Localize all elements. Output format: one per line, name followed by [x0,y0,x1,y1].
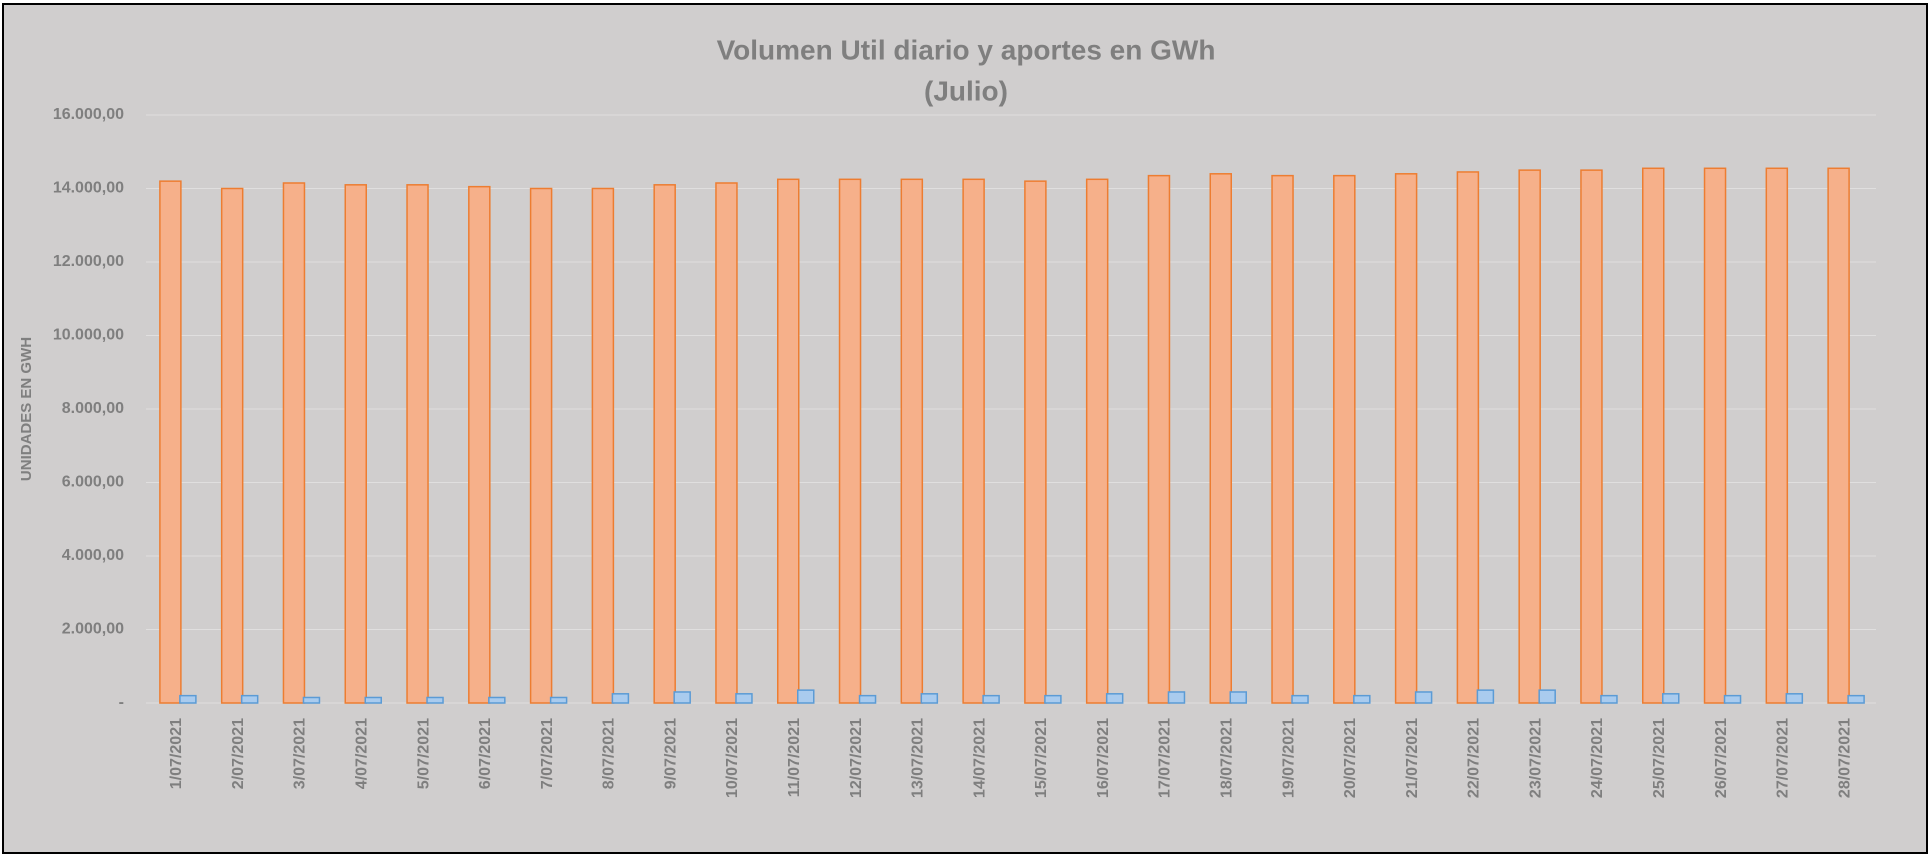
y-tick-label: 2.000,00 [62,621,124,638]
bar [735,693,753,704]
bar [1333,174,1356,704]
bar [1476,689,1495,704]
x-tick-label: 23/07/2021 [1527,718,1544,798]
bar [529,187,553,704]
x-tick-label: 2/07/2021 [230,718,247,789]
bar [1703,167,1727,704]
bar [1353,694,1371,704]
x-tick-label: 24/07/2021 [1589,718,1606,798]
bar [1600,694,1618,704]
x-tick-label: 22/07/2021 [1466,718,1483,798]
bar [406,184,429,704]
y-tick-label: 4.000,00 [62,547,124,564]
x-tick-label: 28/07/2021 [1836,718,1853,798]
x-tick-label: 8/07/2021 [601,718,618,789]
bar [1044,694,1062,704]
x-tick-label: 4/07/2021 [353,718,370,789]
x-tick-label: 25/07/2021 [1651,718,1668,798]
x-tick-label: 26/07/2021 [1713,718,1730,798]
x-tick-label: 12/07/2021 [848,718,865,798]
x-tick-label: 27/07/2021 [1775,718,1792,798]
bar [302,696,321,704]
bar [1580,169,1603,704]
bar [982,694,1000,704]
x-tick-label: 15/07/2021 [1033,718,1050,798]
bar [1105,693,1124,704]
x-tick-label: 20/07/2021 [1342,718,1359,798]
bar [364,696,382,704]
x-tick-label: 16/07/2021 [1095,718,1112,798]
x-tick-label: 1/07/2021 [168,718,185,789]
bar [240,694,259,704]
y-tick-label: 6.000,00 [62,474,124,491]
x-tick-label: 5/07/2021 [415,718,432,789]
bar [777,178,800,704]
bar [179,694,197,704]
bar [715,182,738,704]
bar [1538,689,1556,704]
x-tick-label: 14/07/2021 [971,718,988,798]
x-tick-label: 9/07/2021 [662,718,679,789]
bar [1271,174,1294,704]
x-tick-label: 11/07/2021 [786,718,803,797]
x-tick-label: 19/07/2021 [1280,718,1297,798]
y-tick-label: 8.000,00 [62,400,124,417]
bar [1723,694,1742,704]
bar [1518,169,1541,704]
bar [159,180,182,704]
x-tick-label: 21/07/2021 [1404,718,1421,798]
bar [549,696,568,704]
bar [1785,693,1804,704]
x-tick-label: 13/07/2021 [910,718,927,798]
bar [1167,691,1186,704]
bar [1662,693,1680,704]
bar [1456,171,1480,704]
bar [858,694,877,704]
y-tick-label: 10.000,00 [53,327,124,344]
bar [920,693,939,704]
bar [653,184,676,704]
bar [1229,691,1247,704]
bar [900,178,924,704]
bar [797,689,815,704]
bar [1024,180,1047,704]
bar [1827,167,1850,704]
chart-subtitle: (Julio) [924,75,1008,106]
x-tick-label: 18/07/2021 [1218,718,1235,798]
bar [1209,173,1232,704]
x-tick-label: 17/07/2021 [1157,718,1174,798]
bar [591,187,615,704]
y-axis-label: UNIDADES EN GWH [18,337,35,481]
y-tick-label: 14.000,00 [53,180,124,197]
y-tick-label: - [119,694,124,711]
bar [1414,691,1433,704]
y-tick-label: 16.000,00 [53,106,124,123]
bar [1085,178,1109,704]
bar [1147,174,1171,704]
bar [344,184,367,704]
x-tick-label: 6/07/2021 [477,718,494,789]
bar [1394,173,1418,704]
bar [1847,694,1865,704]
x-tick-label: 7/07/2021 [539,718,556,789]
bar [673,691,691,704]
bar [426,696,444,704]
x-tick-label: 3/07/2021 [292,718,309,789]
bar [1765,167,1789,704]
chart-title: Volumen Util diario y aportes en GWh [717,34,1216,65]
y-tick-label: 12.000,00 [53,253,124,270]
x-tick-label: 10/07/2021 [724,718,741,798]
bar [838,178,862,704]
bar [962,178,985,704]
bar [220,187,244,704]
bar [1291,694,1309,704]
bar [468,185,491,704]
bar [1642,167,1665,704]
bar [488,696,506,704]
bar [282,182,306,704]
bar [611,693,630,704]
